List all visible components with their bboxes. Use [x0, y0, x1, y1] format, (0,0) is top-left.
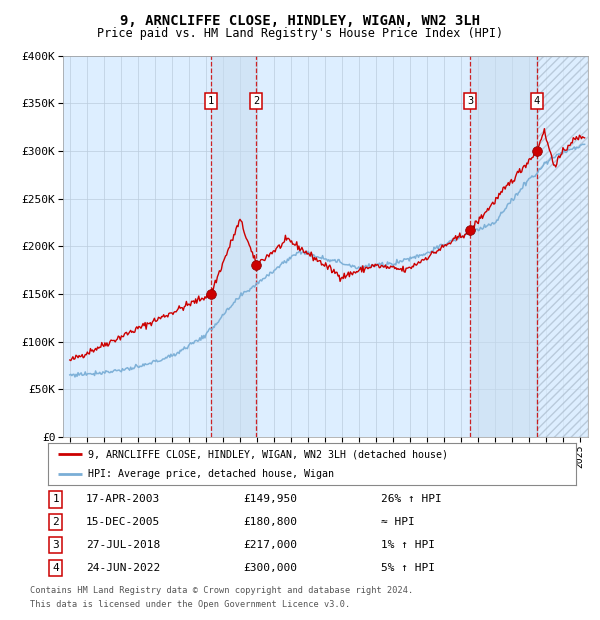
Text: ≈ HPI: ≈ HPI — [380, 517, 415, 528]
Text: Price paid vs. HM Land Registry's House Price Index (HPI): Price paid vs. HM Land Registry's House … — [97, 27, 503, 40]
Bar — [470, 56, 536, 437]
Text: 24-JUN-2022: 24-JUN-2022 — [86, 563, 160, 574]
Text: 9, ARNCLIFFE CLOSE, HINDLEY, WIGAN, WN2 3LH: 9, ARNCLIFFE CLOSE, HINDLEY, WIGAN, WN2 … — [120, 14, 480, 28]
Text: 15-DEC-2005: 15-DEC-2005 — [86, 517, 160, 528]
Text: 27-JUL-2018: 27-JUL-2018 — [86, 540, 160, 551]
Text: 17-APR-2003: 17-APR-2003 — [86, 494, 160, 505]
Text: 1% ↑ HPI: 1% ↑ HPI — [380, 540, 434, 551]
Text: 26% ↑ HPI: 26% ↑ HPI — [380, 494, 442, 505]
Text: 4: 4 — [52, 563, 59, 574]
Text: 3: 3 — [52, 540, 59, 551]
Text: 1: 1 — [208, 95, 214, 105]
Text: 2: 2 — [52, 517, 59, 528]
Text: 5% ↑ HPI: 5% ↑ HPI — [380, 563, 434, 574]
Text: 4: 4 — [533, 95, 540, 105]
Text: Contains HM Land Registry data © Crown copyright and database right 2024.: Contains HM Land Registry data © Crown c… — [30, 586, 413, 595]
Text: £149,950: £149,950 — [244, 494, 298, 505]
Bar — [211, 56, 256, 437]
Bar — [536, 56, 588, 437]
Text: This data is licensed under the Open Government Licence v3.0.: This data is licensed under the Open Gov… — [30, 600, 350, 609]
Text: £300,000: £300,000 — [244, 563, 298, 574]
Text: £180,800: £180,800 — [244, 517, 298, 528]
Text: £217,000: £217,000 — [244, 540, 298, 551]
Text: 2: 2 — [253, 95, 259, 105]
Text: 1: 1 — [52, 494, 59, 505]
Text: 3: 3 — [467, 95, 473, 105]
Text: 9, ARNCLIFFE CLOSE, HINDLEY, WIGAN, WN2 3LH (detached house): 9, ARNCLIFFE CLOSE, HINDLEY, WIGAN, WN2 … — [88, 449, 448, 459]
Text: HPI: Average price, detached house, Wigan: HPI: Average price, detached house, Wiga… — [88, 469, 334, 479]
